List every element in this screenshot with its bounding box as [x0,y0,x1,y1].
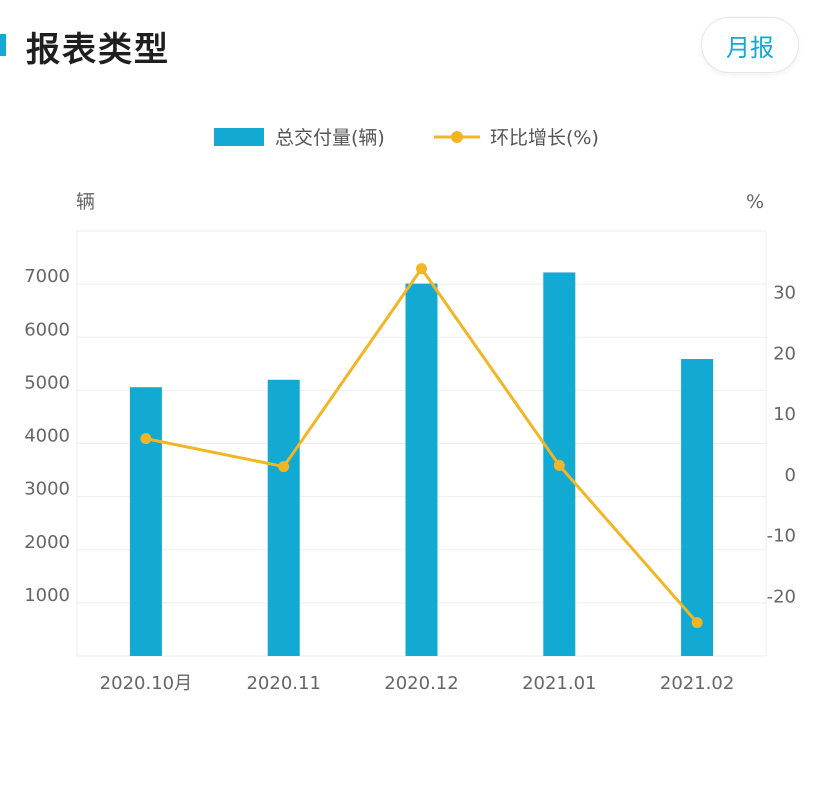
y-right-tick-label: 30 [773,283,796,304]
x-tick-label: 2020.12 [384,673,458,694]
y-left-ticks: 1000 2000 3000 4000 5000 6000 7000 [24,266,70,606]
bar [405,283,438,656]
y-left-tick-label: 6000 [24,319,70,340]
period-select-button[interactable]: 月报 [701,17,799,73]
x-tick-label: 2021.01 [522,673,596,694]
line-point [278,461,290,473]
y-left-tick-label: 5000 [24,372,70,393]
y-left-tick-label: 1000 [24,585,70,606]
bar [129,387,162,656]
x-tick-label: 2020.11 [246,673,320,694]
bars [129,272,714,656]
legend-line-label: 环比增长(%) [490,127,599,149]
y-left-tick-label: 3000 [24,479,70,500]
line-point [140,433,152,445]
line-series [140,263,703,629]
bar [267,379,300,656]
x-ticks: 2020.10月 2020.11 2020.12 2021.01 2021.02 [100,673,735,694]
y-right-ticks: -20 -10 0 10 20 30 [767,283,796,608]
y-right-unit: % [746,191,764,213]
x-tick-label: 2020.10月 [100,673,192,694]
legend: 总交付量(辆) 环比增长(%) [214,127,599,149]
line-point [553,459,565,471]
y-right-tick-label: -10 [767,526,796,547]
section-accent-bar [0,34,6,56]
y-left-tick-label: 7000 [24,266,70,287]
y-right-tick-label: 20 [773,343,796,364]
x-tick-label: 2021.02 [660,673,734,694]
bar [681,359,714,656]
line-point [691,617,703,629]
y-left-tick-label: 2000 [24,532,70,553]
legend-bar-label: 总交付量(辆) [275,127,385,149]
y-right-tick-label: 0 [785,465,796,486]
y-right-tick-label: 10 [773,404,796,425]
line-point [416,263,427,275]
y-right-tick-label: -20 [767,586,796,607]
y-left-tick-label: 4000 [24,426,70,447]
legend-bar-swatch [214,128,264,146]
legend-line-marker [451,131,463,143]
page-title: 报表类型 [26,30,170,70]
y-left-unit: 辆 [76,191,95,213]
